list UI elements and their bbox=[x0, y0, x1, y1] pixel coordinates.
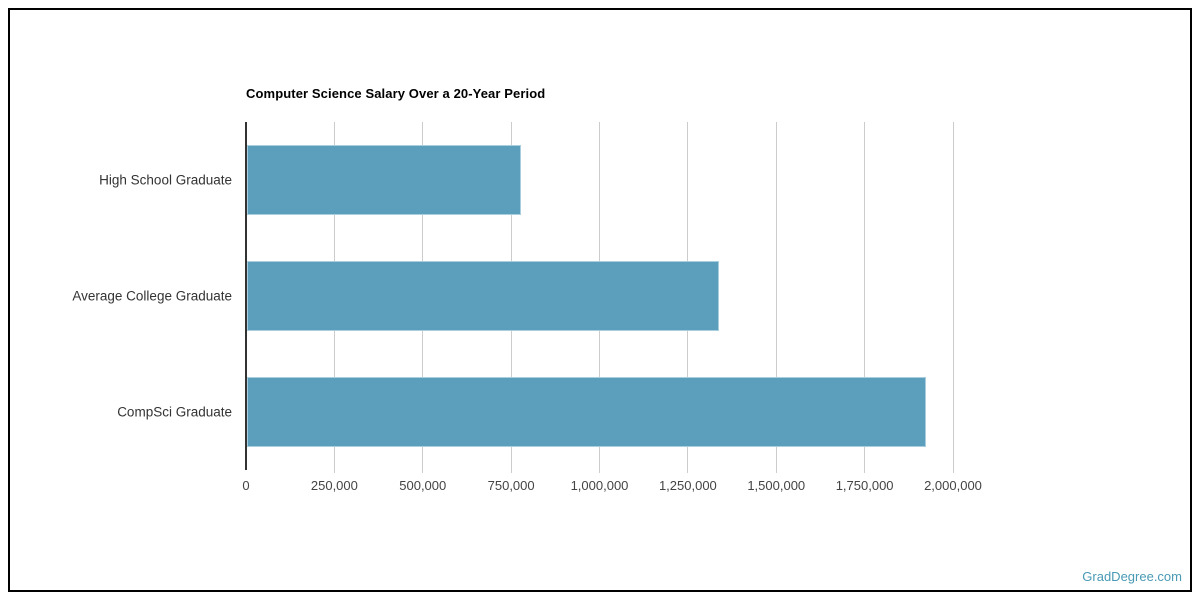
x-tick-label: 2,000,000 bbox=[924, 478, 982, 493]
bar-average-college-graduate bbox=[247, 261, 719, 331]
bar-compsci-graduate bbox=[247, 377, 926, 447]
watermark-link[interactable]: GradDegree.com bbox=[1082, 569, 1182, 584]
gridline bbox=[864, 122, 866, 473]
x-tick-label: 750,000 bbox=[487, 478, 535, 493]
x-tick-label: 1,250,000 bbox=[658, 478, 717, 493]
x-tick-label: 0 bbox=[242, 478, 250, 493]
bar-row bbox=[247, 238, 954, 354]
chart-title: Computer Science Salary Over a 20-Year P… bbox=[246, 86, 546, 101]
bar-high-school-graduate bbox=[247, 145, 521, 215]
y-axis-line bbox=[245, 122, 247, 470]
x-tick-label: 1,750,000 bbox=[835, 478, 894, 493]
x-tick-label: 500,000 bbox=[399, 478, 447, 493]
y-axis-category-labels: High School Graduate Average College Grad… bbox=[0, 122, 232, 470]
plot-bars bbox=[247, 122, 954, 470]
category-label: High School Graduate bbox=[99, 172, 232, 188]
x-tick-label: 1,500,000 bbox=[747, 478, 806, 493]
gridline bbox=[952, 122, 954, 473]
bar-row bbox=[247, 122, 954, 238]
category-label: Average College Graduate bbox=[72, 288, 232, 304]
x-tick-label: 250,000 bbox=[310, 478, 358, 493]
x-axis-tick-labels: 0 250,000 500,000 750,000 1,000,000 1,250,000… bbox=[0, 478, 1200, 498]
category-label: CompSci Graduate bbox=[117, 404, 232, 420]
bar-row bbox=[247, 354, 954, 470]
x-tick-label: 1,000,000 bbox=[570, 478, 629, 493]
gridline bbox=[775, 122, 777, 473]
